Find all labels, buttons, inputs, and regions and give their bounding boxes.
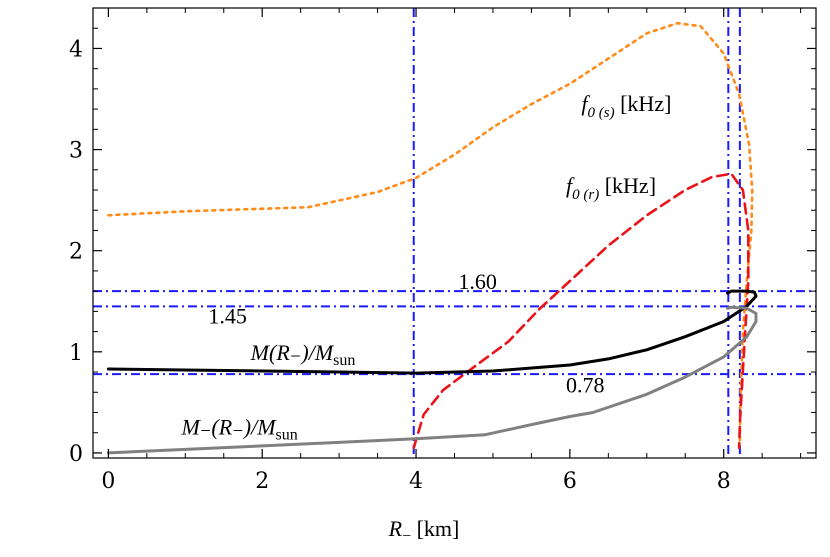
annotation-f0r-label: f0 (r) [kHz] xyxy=(566,173,656,203)
y-tick-label-1: 1 xyxy=(69,341,83,366)
x-tick-label-0: 0 xyxy=(101,469,115,494)
series-group xyxy=(106,21,758,455)
annotations: f0 (s) [kHz] f0 (r) [kHz] 1.60 1.45 0.78 M(R₋… xyxy=(180,91,671,444)
plot-frame xyxy=(92,7,817,459)
series-line-f0r xyxy=(412,172,750,450)
plot-border xyxy=(92,7,817,459)
annotation-mass-label: M(R₋)/Msun xyxy=(250,340,356,369)
x-tick-label-3: 6 xyxy=(563,469,577,494)
annotation-val-145: 1.45 xyxy=(208,304,247,329)
reference-lines xyxy=(93,8,816,458)
series-line-mass xyxy=(106,289,758,375)
x-tick-label-4: 8 xyxy=(717,469,731,494)
y-tick-label-0: 0 xyxy=(69,442,83,467)
y-tick-label-2: 2 xyxy=(69,240,83,265)
annotation-val-160: 1.60 xyxy=(458,269,497,294)
annotation-f0s-label: f0 (s) [kHz] xyxy=(581,91,671,121)
axis-ticks: 0 2 4 6 8 0 1 2 3 4 xyxy=(69,8,816,494)
annotation-mminus-label: M₋(R₋)/Msun xyxy=(180,415,297,444)
y-tick-label-4: 4 xyxy=(69,37,83,62)
x-axis-label: R− [km] xyxy=(388,516,460,545)
series-line-mminus xyxy=(106,305,758,455)
series-line-f0s xyxy=(107,21,754,445)
annotation-val-078: 0.78 xyxy=(566,372,605,397)
y-tick-label-3: 3 xyxy=(69,139,83,164)
x-tick-label-1: 2 xyxy=(255,469,269,494)
x-tick-label-2: 4 xyxy=(409,469,423,494)
